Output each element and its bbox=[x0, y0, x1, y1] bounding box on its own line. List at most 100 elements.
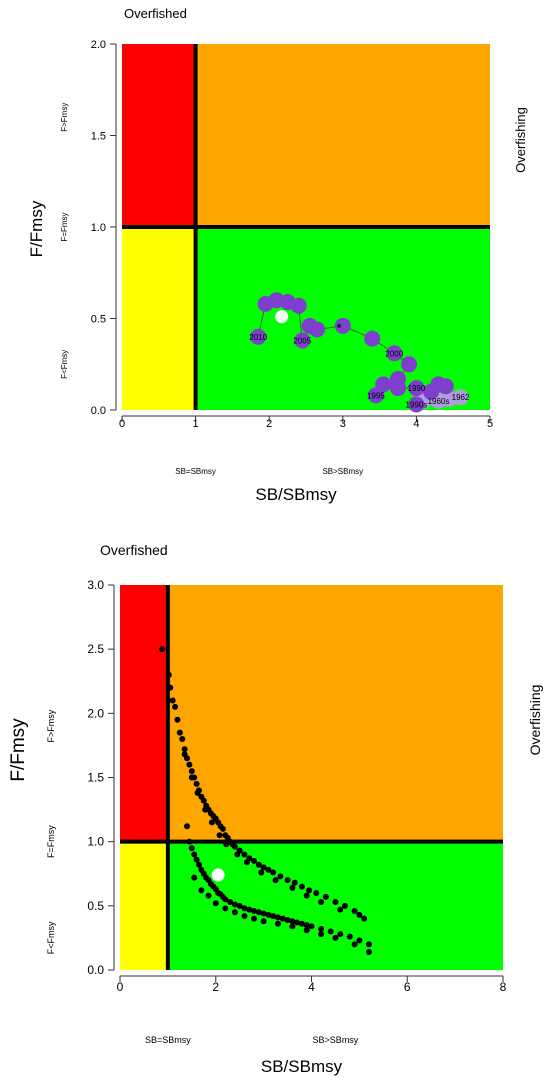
x-zone-label-sb-greater: SB>SBmsy bbox=[322, 467, 363, 476]
scatter-point bbox=[251, 915, 258, 922]
overfishing-title: Overfishing bbox=[527, 685, 543, 756]
scatter-point bbox=[318, 925, 325, 932]
overfishing-title: Overfishing bbox=[513, 107, 528, 173]
trajectory-year-label: 1990 bbox=[408, 384, 426, 393]
scatter-point bbox=[193, 856, 200, 863]
trajectory-point bbox=[367, 387, 384, 404]
scatter-point bbox=[172, 703, 179, 710]
scatter-point bbox=[270, 913, 277, 920]
scatter-point bbox=[365, 941, 372, 948]
scatter-point bbox=[308, 923, 315, 930]
trajectory-point bbox=[390, 370, 406, 387]
trajectory-arrow bbox=[337, 323, 342, 328]
x-tick-label: 4 bbox=[308, 980, 315, 994]
scatter-point bbox=[303, 922, 310, 929]
scatter-point bbox=[289, 884, 296, 891]
scatter-point bbox=[306, 887, 313, 894]
trajectory-point bbox=[401, 356, 418, 373]
x-zone-label-sb-equals: SB=SBmsy bbox=[175, 467, 216, 476]
zone-overfishing bbox=[195, 44, 490, 227]
scatter-point bbox=[274, 920, 281, 927]
scatter-point bbox=[289, 923, 296, 930]
scatter-point bbox=[193, 780, 200, 787]
y-tick-label: 2.0 bbox=[87, 706, 104, 720]
y-tick-label: 0.5 bbox=[91, 314, 106, 326]
x-axis-title: SB/SBmsy bbox=[261, 1057, 343, 1076]
scatter-point bbox=[191, 874, 198, 881]
y-tick-label: 0.0 bbox=[87, 963, 104, 977]
scatter-point bbox=[255, 861, 262, 868]
scatter-point bbox=[298, 883, 305, 890]
y-zone-label: F=Fmsy bbox=[46, 825, 56, 858]
x-tick-label: 3 bbox=[340, 418, 346, 430]
scatter-point bbox=[241, 905, 248, 912]
y-zone-label: F<Fmsy bbox=[60, 350, 69, 379]
scatter-point bbox=[327, 928, 334, 935]
scatter-point bbox=[332, 934, 339, 941]
scatter-point bbox=[236, 902, 243, 909]
scatter-point bbox=[169, 697, 176, 704]
y-zone-label: F<Fmsy bbox=[46, 921, 56, 954]
y-tick-label: 2.0 bbox=[91, 39, 106, 51]
scatter-point bbox=[208, 819, 215, 826]
scatter-point bbox=[200, 797, 207, 804]
trajectory-point bbox=[408, 396, 425, 413]
scatter-point bbox=[188, 845, 195, 852]
y-zone-label: F=Fmsy bbox=[60, 212, 69, 241]
y-tick-label: 0.5 bbox=[87, 899, 104, 913]
scatter-point bbox=[251, 907, 258, 914]
scatter-point bbox=[346, 933, 353, 940]
x-tick-label: 5 bbox=[487, 418, 493, 430]
scatter-point bbox=[176, 729, 183, 736]
scatter-point bbox=[356, 911, 363, 918]
scatter-point bbox=[284, 916, 291, 923]
scatter-point bbox=[260, 918, 267, 925]
y-tick-label: 1.5 bbox=[91, 131, 106, 143]
x-axis-title: SB/SBmsy bbox=[255, 485, 337, 504]
y-tick-label: 1.0 bbox=[91, 222, 106, 234]
scatter-point bbox=[174, 716, 181, 723]
scatter-point bbox=[265, 911, 272, 918]
zone-overfished bbox=[120, 841, 168, 970]
trajectory-point bbox=[430, 376, 447, 393]
x-zone-label-sb-equals: SB=SBmsy bbox=[145, 1035, 191, 1045]
scatter-point bbox=[277, 873, 284, 880]
scatter-point bbox=[194, 789, 201, 796]
current-status-point bbox=[275, 310, 289, 324]
scatter-point bbox=[212, 900, 219, 907]
x-tick-label: 0 bbox=[119, 418, 125, 430]
scatter-point bbox=[181, 751, 188, 758]
x-tick-label: 2 bbox=[212, 980, 219, 994]
scatter-point bbox=[198, 887, 205, 894]
zone-overfished bbox=[122, 227, 196, 410]
zone-overfished-overfishing bbox=[120, 585, 168, 842]
x-tick-label: 2 bbox=[266, 418, 272, 430]
scatter-point bbox=[181, 746, 188, 753]
y-tick-label: 0.0 bbox=[91, 405, 106, 417]
scatter-point bbox=[294, 919, 301, 926]
scatter-point bbox=[255, 909, 262, 916]
y-tick-label: 2.5 bbox=[87, 642, 104, 656]
scatter-point bbox=[365, 949, 372, 956]
zone-overfishing bbox=[167, 585, 503, 842]
trajectory-year-label: 1960s bbox=[428, 397, 450, 406]
scatter-point bbox=[270, 869, 277, 876]
x-tick-label: 1 bbox=[193, 418, 199, 430]
scatter-point bbox=[356, 937, 363, 944]
x-tick-label: 0 bbox=[117, 980, 124, 994]
y-zone-label: F>Fmsy bbox=[46, 709, 56, 742]
scatter-point bbox=[241, 913, 248, 920]
scatter-point bbox=[195, 861, 202, 868]
scatter-point bbox=[291, 879, 298, 886]
scatter-point bbox=[260, 864, 267, 871]
scatter-point bbox=[342, 902, 349, 909]
scatter-point bbox=[159, 646, 166, 653]
trajectory-point bbox=[364, 330, 381, 347]
scatter-point bbox=[298, 920, 305, 927]
scatter-point bbox=[272, 877, 279, 884]
scatter-point bbox=[234, 851, 241, 858]
y-zone-label: F>Fmsy bbox=[60, 103, 69, 132]
scatter-point bbox=[188, 768, 195, 775]
trajectory-year-label: 1990s bbox=[406, 401, 428, 410]
